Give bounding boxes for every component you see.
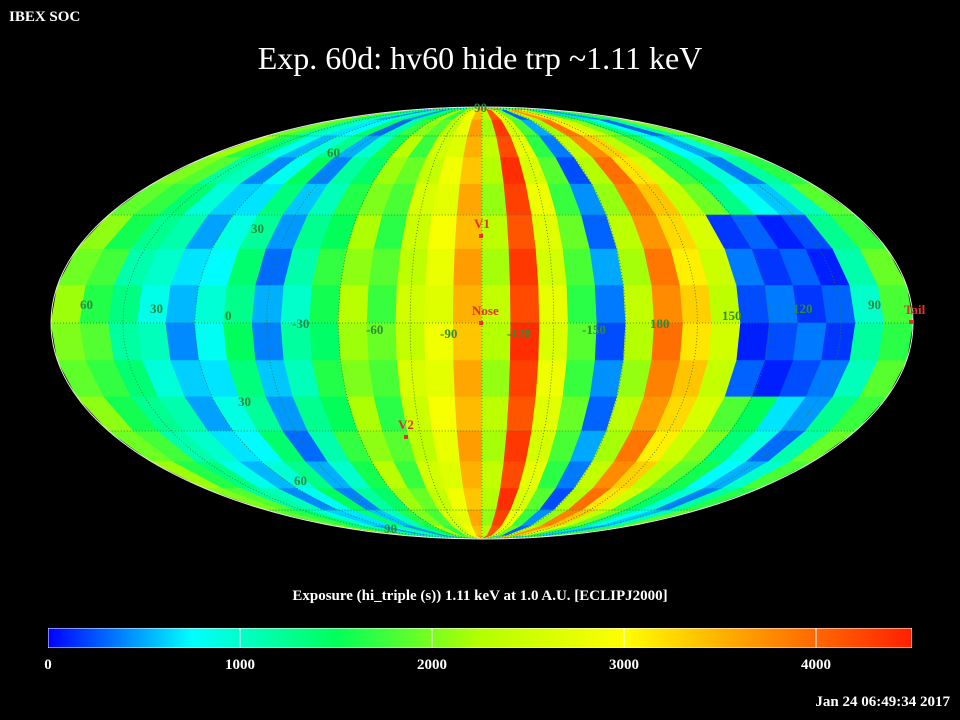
lon-label: 120 [793,301,813,316]
brand-label: IBEX SOC [9,9,81,25]
lon-label: -30 [292,316,309,331]
marker-label-tail: Tail [904,302,926,317]
lat-label: 30 [251,221,264,236]
lon-label: 60 [80,297,93,312]
exposure-field [51,107,913,539]
lon-label: 150 [722,308,742,323]
colorbar-tick: 4000 [801,657,831,673]
colorbar-title: Exposure (hi_triple (s)) 1.11 keV at 1.0… [292,588,668,604]
lon-label: 30 [150,301,163,316]
marker-label-nose: Nose [472,303,499,318]
lat-label: 60 [294,473,307,488]
lat-label: 90 [384,521,397,536]
lat-label: 90 [474,100,487,115]
lat-label: 30 [238,394,251,409]
colorbar-tick: 1000 [225,657,255,673]
lon-label: -90 [440,326,457,341]
lon-label: 90 [868,297,881,312]
marker-nose [479,321,483,325]
lat-label: 60 [327,145,340,160]
lon-label: -150 [582,322,606,337]
marker-v1 [479,234,483,238]
colorbar-tick: 3000 [609,657,639,673]
sky-map: 60 30 0 -30 -60 -90 -120 -150 180 150 12… [50,100,926,540]
lon-label: -120 [507,326,531,341]
lon-label: 180 [650,316,670,331]
colorbar [48,628,912,648]
colorbar-tick: 0 [44,657,52,673]
marker-label-v2: V2 [398,417,414,432]
marker-tail [909,320,913,324]
marker-v2 [404,435,408,439]
timestamp: Jan 24 06:49:34 2017 [815,694,950,710]
lon-label: -60 [366,322,383,337]
lon-label: 0 [225,308,232,323]
marker-label-v1: V1 [474,216,490,231]
map-title: Exp. 60d: hv60 hide trp ~1.11 keV [257,40,703,76]
colorbar-tick: 2000 [417,657,447,673]
